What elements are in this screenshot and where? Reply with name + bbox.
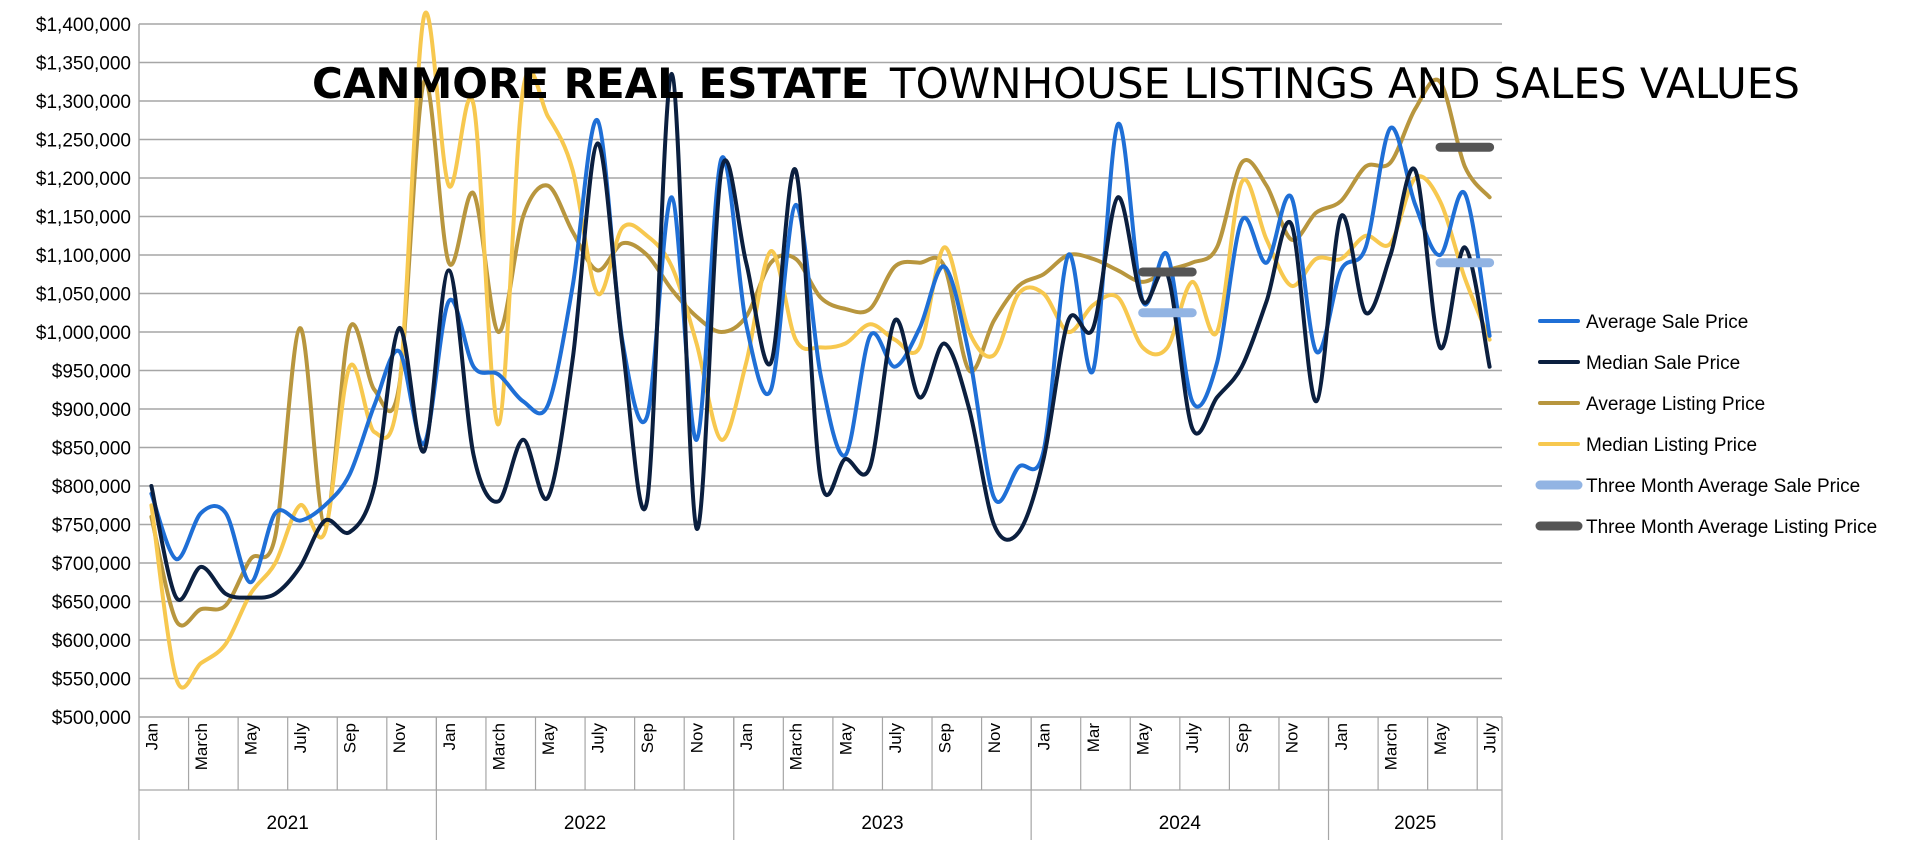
x-tick-label: Jan: [142, 723, 161, 750]
y-tick-label: $1,400,000: [36, 15, 131, 36]
x-tick-label: July: [886, 723, 905, 754]
y-tick-label: $900,000: [52, 400, 131, 421]
y-tick-label: $800,000: [52, 477, 131, 498]
three-month-average-markers: [1138, 142, 1495, 318]
y-tick-label: $1,250,000: [36, 131, 131, 152]
x-tick-label: July: [588, 723, 607, 754]
y-tick-label: $1,050,000: [36, 285, 131, 306]
x-tick-label: July: [1481, 723, 1500, 754]
legend-item: Median Listing Price: [1538, 435, 1757, 456]
series-line-average-sale-price: [149, 118, 1492, 585]
x-axis-tick-labels: Jan March May July Sep Nov Jan March May July Sep N…: [142, 723, 1499, 771]
year-label: 2023: [861, 813, 903, 834]
x-tick-label: Nov: [985, 723, 1004, 754]
y-tick-label: $850,000: [52, 439, 131, 460]
legend-label: Three Month Average Listing Price: [1586, 517, 1877, 538]
x-tick-label: Sep: [1233, 723, 1252, 753]
x-tick-label: May: [836, 723, 855, 756]
x-tick-label: Nov: [1282, 723, 1301, 754]
y-tick-label: $1,100,000: [36, 246, 131, 267]
x-tick-label: March: [787, 723, 806, 770]
y-tick-label: $1,150,000: [36, 208, 131, 229]
y-tick-label: $1,200,000: [36, 169, 131, 190]
x-tick-label: May: [1134, 723, 1153, 756]
x-tick-label: Sep: [935, 723, 954, 753]
x-tick-label: Sep: [341, 723, 360, 753]
x-tick-label: Mar: [1084, 723, 1103, 753]
y-tick-label: $700,000: [52, 554, 131, 575]
legend-label: Median Sale Price: [1586, 353, 1740, 374]
y-tick-label: $600,000: [52, 631, 131, 652]
legend-label: Median Listing Price: [1586, 435, 1757, 456]
y-tick-label: $750,000: [52, 516, 131, 537]
year-label: 2025: [1394, 813, 1436, 834]
x-tick-label: July: [291, 723, 310, 754]
y-axis-tick-labels: $500,000 $550,000 $600,000 $650,000 $700,000…: [36, 15, 131, 729]
legend-item: Average Listing Price: [1538, 394, 1765, 415]
x-tick-label: Sep: [638, 723, 657, 753]
legend-item: Average Sale Price: [1538, 312, 1748, 333]
x-tick-label: May: [539, 723, 558, 756]
x-tick-label: March: [489, 723, 508, 770]
x-tick-label: May: [1431, 723, 1450, 756]
series-line-median-listing-price: [149, 10, 1492, 690]
year-label: 2022: [564, 813, 606, 834]
x-tick-label: Jan: [1035, 723, 1054, 750]
series-line-average-listing-price: [149, 77, 1492, 628]
chart-title-rest: TOWNHOUSE LISTINGS AND SALES VALUES: [889, 59, 1800, 108]
legend-item: Three Month Average Sale Price: [1535, 476, 1860, 497]
legend-label: Average Sale Price: [1586, 312, 1748, 333]
x-tick-label: July: [1183, 723, 1202, 754]
y-tick-label: $1,350,000: [36, 54, 131, 75]
legend-item: Median Sale Price: [1538, 353, 1740, 374]
y-tick-label: $1,000,000: [36, 323, 131, 344]
y-tick-label: $650,000: [52, 593, 131, 614]
x-tick-label: Nov: [688, 723, 707, 754]
legend-label: Three Month Average Sale Price: [1586, 476, 1860, 497]
x-tick-label: March: [1381, 723, 1400, 770]
legend-label: Average Listing Price: [1586, 394, 1765, 415]
y-tick-label: $950,000: [52, 362, 131, 383]
chart-title: CANMORE REAL ESTATE TOWNHOUSE LISTINGS A…: [312, 59, 1800, 108]
year-label: 2024: [1159, 813, 1202, 834]
y-tick-label: $1,300,000: [36, 92, 131, 113]
chart-title-bold: CANMORE REAL ESTATE: [312, 59, 869, 108]
x-tick-label: May: [242, 723, 261, 756]
x-tick-label: March: [192, 723, 211, 770]
x-axis: [138, 24, 1503, 840]
legend: Average Sale Price Median Sale Price Avera…: [1535, 312, 1877, 538]
series-lines: [149, 10, 1492, 690]
x-tick-label: Jan: [440, 723, 459, 750]
legend-item: Three Month Average Listing Price: [1535, 517, 1877, 538]
x-tick-label: Nov: [390, 723, 409, 754]
y-tick-label: $500,000: [52, 708, 131, 729]
y-tick-label: $550,000: [52, 670, 131, 691]
x-tick-label: Jan: [1332, 723, 1351, 750]
x-axis-year-labels: 2021 2022 2023 2024 2025: [267, 813, 1437, 834]
year-label: 2021: [267, 813, 309, 834]
series-line-median-sale-price: [149, 71, 1492, 602]
x-tick-label: Jan: [737, 723, 756, 750]
